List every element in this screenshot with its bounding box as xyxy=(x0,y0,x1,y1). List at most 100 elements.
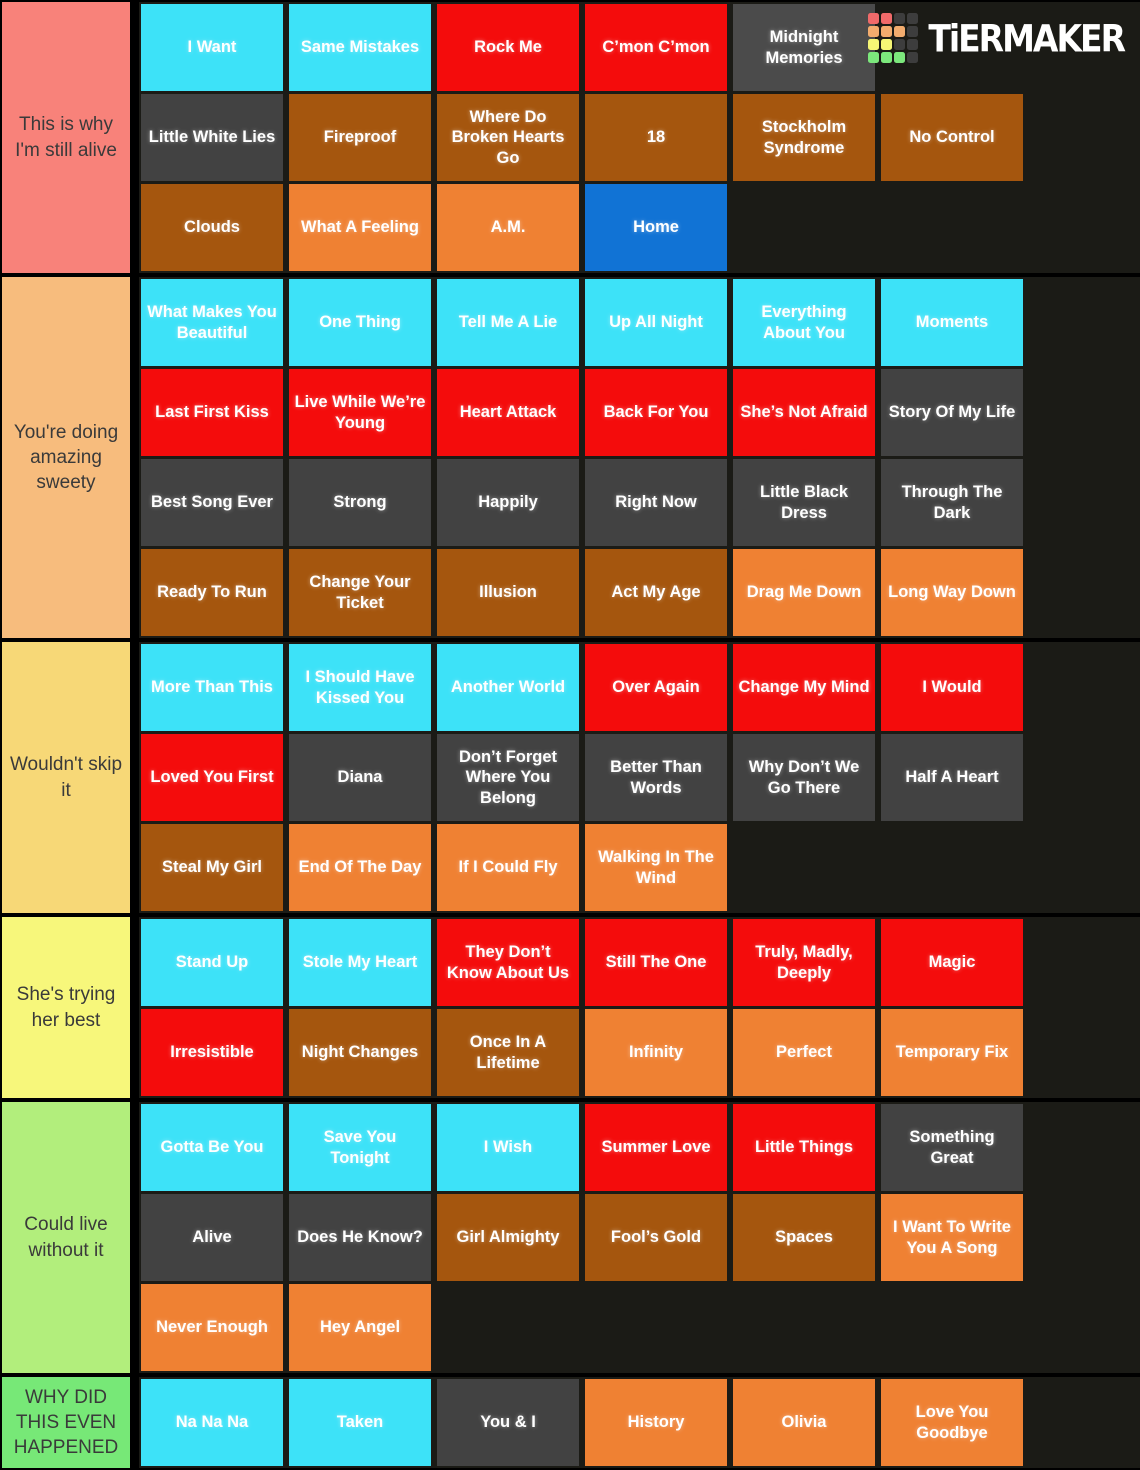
song-tile[interactable]: Little Things xyxy=(733,1104,875,1191)
song-tile[interactable]: One Thing xyxy=(289,279,431,366)
song-tile[interactable]: What Makes You Beautiful xyxy=(141,279,283,366)
song-tile[interactable]: Still The One xyxy=(585,919,727,1006)
song-tile[interactable]: Change Your Ticket xyxy=(289,549,431,636)
song-tile[interactable]: Ready To Run xyxy=(141,549,283,636)
song-tile[interactable]: 18 xyxy=(585,94,727,181)
song-tile[interactable]: What A Feeling xyxy=(289,184,431,271)
song-tile[interactable]: I Wish xyxy=(437,1104,579,1191)
song-tile[interactable]: Home xyxy=(585,184,727,271)
tier-row-3: Wouldn't skip it More Than This I Should H… xyxy=(0,642,1140,917)
song-tile[interactable]: Don’t Forget Where You Belong xyxy=(437,734,579,821)
song-tile[interactable]: Same Mistakes xyxy=(289,4,431,91)
song-tile[interactable]: Why Don’t We Go There xyxy=(733,734,875,821)
song-tile[interactable]: Clouds xyxy=(141,184,283,271)
song-tile[interactable]: Moments xyxy=(881,279,1023,366)
song-tile[interactable]: If I Could Fly xyxy=(437,824,579,911)
song-tile[interactable]: Heart Attack xyxy=(437,369,579,456)
song-tile[interactable]: Perfect xyxy=(733,1009,875,1096)
song-tile[interactable]: Save You Tonight xyxy=(289,1104,431,1191)
song-tile[interactable]: C’mon C’mon xyxy=(585,4,727,91)
tier-tiles: Stand Up Stole My Heart They Don’t Know Ab… xyxy=(139,917,1140,1098)
song-tile[interactable]: Olivia xyxy=(733,1379,875,1466)
logo-grid-cell xyxy=(907,26,919,37)
song-tile[interactable]: Stockholm Syndrome xyxy=(733,94,875,181)
song-tile[interactable]: History xyxy=(585,1379,727,1466)
song-tile[interactable]: Does He Know? xyxy=(289,1194,431,1281)
song-tile[interactable]: Everything About You xyxy=(733,279,875,366)
song-tile[interactable]: Last First Kiss xyxy=(141,369,283,456)
song-tile[interactable]: Infinity xyxy=(585,1009,727,1096)
song-tile[interactable]: I Want xyxy=(141,4,283,91)
song-tile[interactable]: Fool’s Gold xyxy=(585,1194,727,1281)
song-tile[interactable]: Diana xyxy=(289,734,431,821)
song-tile[interactable]: Girl Almighty xyxy=(437,1194,579,1281)
song-tile[interactable]: Happily xyxy=(437,459,579,546)
song-tile[interactable]: Stole My Heart xyxy=(289,919,431,1006)
song-tile[interactable]: Live While We’re Young xyxy=(289,369,431,456)
song-tile[interactable]: Night Changes xyxy=(289,1009,431,1096)
song-tile[interactable]: She’s Not Afraid xyxy=(733,369,875,456)
song-tile[interactable]: Drag Me Down xyxy=(733,549,875,636)
song-tile[interactable]: Through The Dark xyxy=(881,459,1023,546)
tier-label: Wouldn't skip it xyxy=(0,642,139,913)
song-tile[interactable]: I Want To Write You A Song xyxy=(881,1194,1023,1281)
tier-row-5: Could live without it Gotta Be You Save Yo… xyxy=(0,1102,1140,1377)
logo-grid-cell xyxy=(894,13,906,24)
song-tile[interactable]: Fireproof xyxy=(289,94,431,181)
song-tile[interactable]: Half A Heart xyxy=(881,734,1023,821)
song-tile[interactable]: Steal My Girl xyxy=(141,824,283,911)
song-tile[interactable]: Another World xyxy=(437,644,579,731)
logo-grid-cell xyxy=(907,13,919,24)
song-tile[interactable]: Walking In The Wind xyxy=(585,824,727,911)
song-tile[interactable]: Tell Me A Lie xyxy=(437,279,579,366)
song-tile[interactable]: Best Song Ever xyxy=(141,459,283,546)
tier-row-2: You're doing amazing sweety What Makes Yo… xyxy=(0,277,1140,642)
song-tile[interactable]: Something Great xyxy=(881,1104,1023,1191)
song-tile[interactable]: Love You Goodbye xyxy=(881,1379,1023,1466)
song-tile[interactable]: I Would xyxy=(881,644,1023,731)
song-tile[interactable]: Where Do Broken Hearts Go xyxy=(437,94,579,181)
song-tile[interactable]: Story Of My Life xyxy=(881,369,1023,456)
song-tile[interactable]: Hey Angel xyxy=(289,1284,431,1371)
song-tile[interactable]: Little White Lies xyxy=(141,94,283,181)
song-tile[interactable]: You & I xyxy=(437,1379,579,1466)
song-tile[interactable]: Long Way Down xyxy=(881,549,1023,636)
song-tile[interactable]: They Don’t Know About Us xyxy=(437,919,579,1006)
song-tile[interactable]: Na Na Na xyxy=(141,1379,283,1466)
song-tile[interactable]: End Of The Day xyxy=(289,824,431,911)
logo-grid-cell xyxy=(907,52,919,63)
song-tile[interactable]: Little Black Dress xyxy=(733,459,875,546)
song-tile[interactable]: Never Enough xyxy=(141,1284,283,1371)
logo-grid-cell xyxy=(881,52,893,63)
song-tile[interactable]: Illusion xyxy=(437,549,579,636)
song-tile[interactable]: Spaces xyxy=(733,1194,875,1281)
song-tile[interactable]: Midnight Memories xyxy=(733,4,875,91)
song-tile[interactable]: Alive xyxy=(141,1194,283,1281)
song-tile[interactable]: Gotta Be You xyxy=(141,1104,283,1191)
song-tile[interactable]: Up All Night xyxy=(585,279,727,366)
logo-grid-cell xyxy=(881,26,893,37)
song-tile[interactable]: Loved You First xyxy=(141,734,283,821)
song-tile[interactable]: Irresistible xyxy=(141,1009,283,1096)
song-tile[interactable]: Better Than Words xyxy=(585,734,727,821)
song-tile[interactable]: Taken xyxy=(289,1379,431,1466)
song-tile[interactable]: More Than This xyxy=(141,644,283,731)
song-tile[interactable]: Change My Mind xyxy=(733,644,875,731)
song-tile[interactable]: Summer Love xyxy=(585,1104,727,1191)
song-tile[interactable]: Once In A Lifetime xyxy=(437,1009,579,1096)
song-tile[interactable]: Act My Age xyxy=(585,549,727,636)
song-tile[interactable]: Temporary Fix xyxy=(881,1009,1023,1096)
song-tile[interactable]: Stand Up xyxy=(141,919,283,1006)
song-tile[interactable]: Over Again xyxy=(585,644,727,731)
logo-grid-cell xyxy=(868,26,880,37)
song-tile[interactable]: Strong xyxy=(289,459,431,546)
song-tile[interactable]: Right Now xyxy=(585,459,727,546)
song-tile[interactable]: I Should Have Kissed You xyxy=(289,644,431,731)
song-tile[interactable]: Rock Me xyxy=(437,4,579,91)
song-tile[interactable]: No Control xyxy=(881,94,1023,181)
song-tile[interactable]: A.M. xyxy=(437,184,579,271)
song-tile[interactable]: Truly, Madly, Deeply xyxy=(733,919,875,1006)
song-tile[interactable]: Magic xyxy=(881,919,1023,1006)
tier-label: This is why I'm still alive xyxy=(0,2,139,273)
song-tile[interactable]: Back For You xyxy=(585,369,727,456)
